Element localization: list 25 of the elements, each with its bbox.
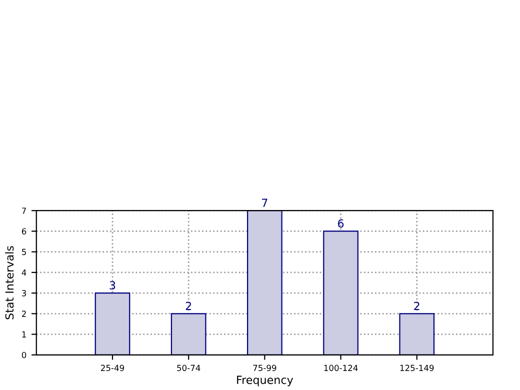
- data-label: 2: [186, 302, 192, 310]
- data-label: 3: [110, 281, 116, 290]
- data-label: 2: [414, 302, 420, 310]
- x-axis-title: Frequency: [237, 376, 294, 386]
- y-tick-label: 7: [22, 208, 26, 214]
- bar: [323, 230, 358, 355]
- y-tick-label: 4: [22, 270, 26, 276]
- y-tick-label: 2: [22, 310, 26, 317]
- x-tick-label: 100-124: [324, 364, 358, 372]
- data-label: 6: [338, 219, 344, 228]
- data-label: 7: [262, 198, 268, 207]
- y-tick-label: 3: [22, 290, 26, 296]
- x-tick-label: 75-99: [253, 364, 276, 372]
- y-tick-label: 5: [22, 248, 26, 256]
- bar: [94, 292, 130, 355]
- y-tick-label: 1: [22, 331, 26, 338]
- bar: [247, 210, 282, 355]
- y-tick-label: 6: [22, 228, 26, 234]
- y-axis-title: Stat Intervals: [5, 246, 14, 320]
- x-tick-label: 25-49: [100, 364, 124, 372]
- bar: [399, 313, 435, 355]
- x-tick-label: 125-149: [400, 364, 434, 372]
- bar: [170, 313, 206, 355]
- x-tick-label: 50-74: [177, 364, 200, 372]
- y-tick-label: 0: [22, 352, 26, 358]
